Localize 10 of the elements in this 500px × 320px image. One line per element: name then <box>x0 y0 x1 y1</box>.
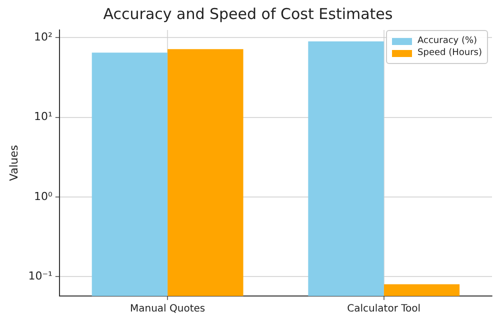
x-tick-label: Manual Quotes <box>130 304 206 315</box>
y-tick-label: 10² <box>34 30 52 44</box>
chart-title: Accuracy and Speed of Cost Estimates <box>103 4 393 23</box>
y-tick-label: 10⁰ <box>34 190 53 203</box>
x-tick-label: Calculator Tool <box>347 304 421 315</box>
y-tick-label: 10¹ <box>34 110 52 124</box>
y-tick-label: 10⁻¹ <box>28 269 52 282</box>
legend-label: Accuracy (%) <box>418 36 478 46</box>
legend-label: Speed (Hours) <box>418 48 482 58</box>
y-axis-title: Values <box>7 144 20 181</box>
